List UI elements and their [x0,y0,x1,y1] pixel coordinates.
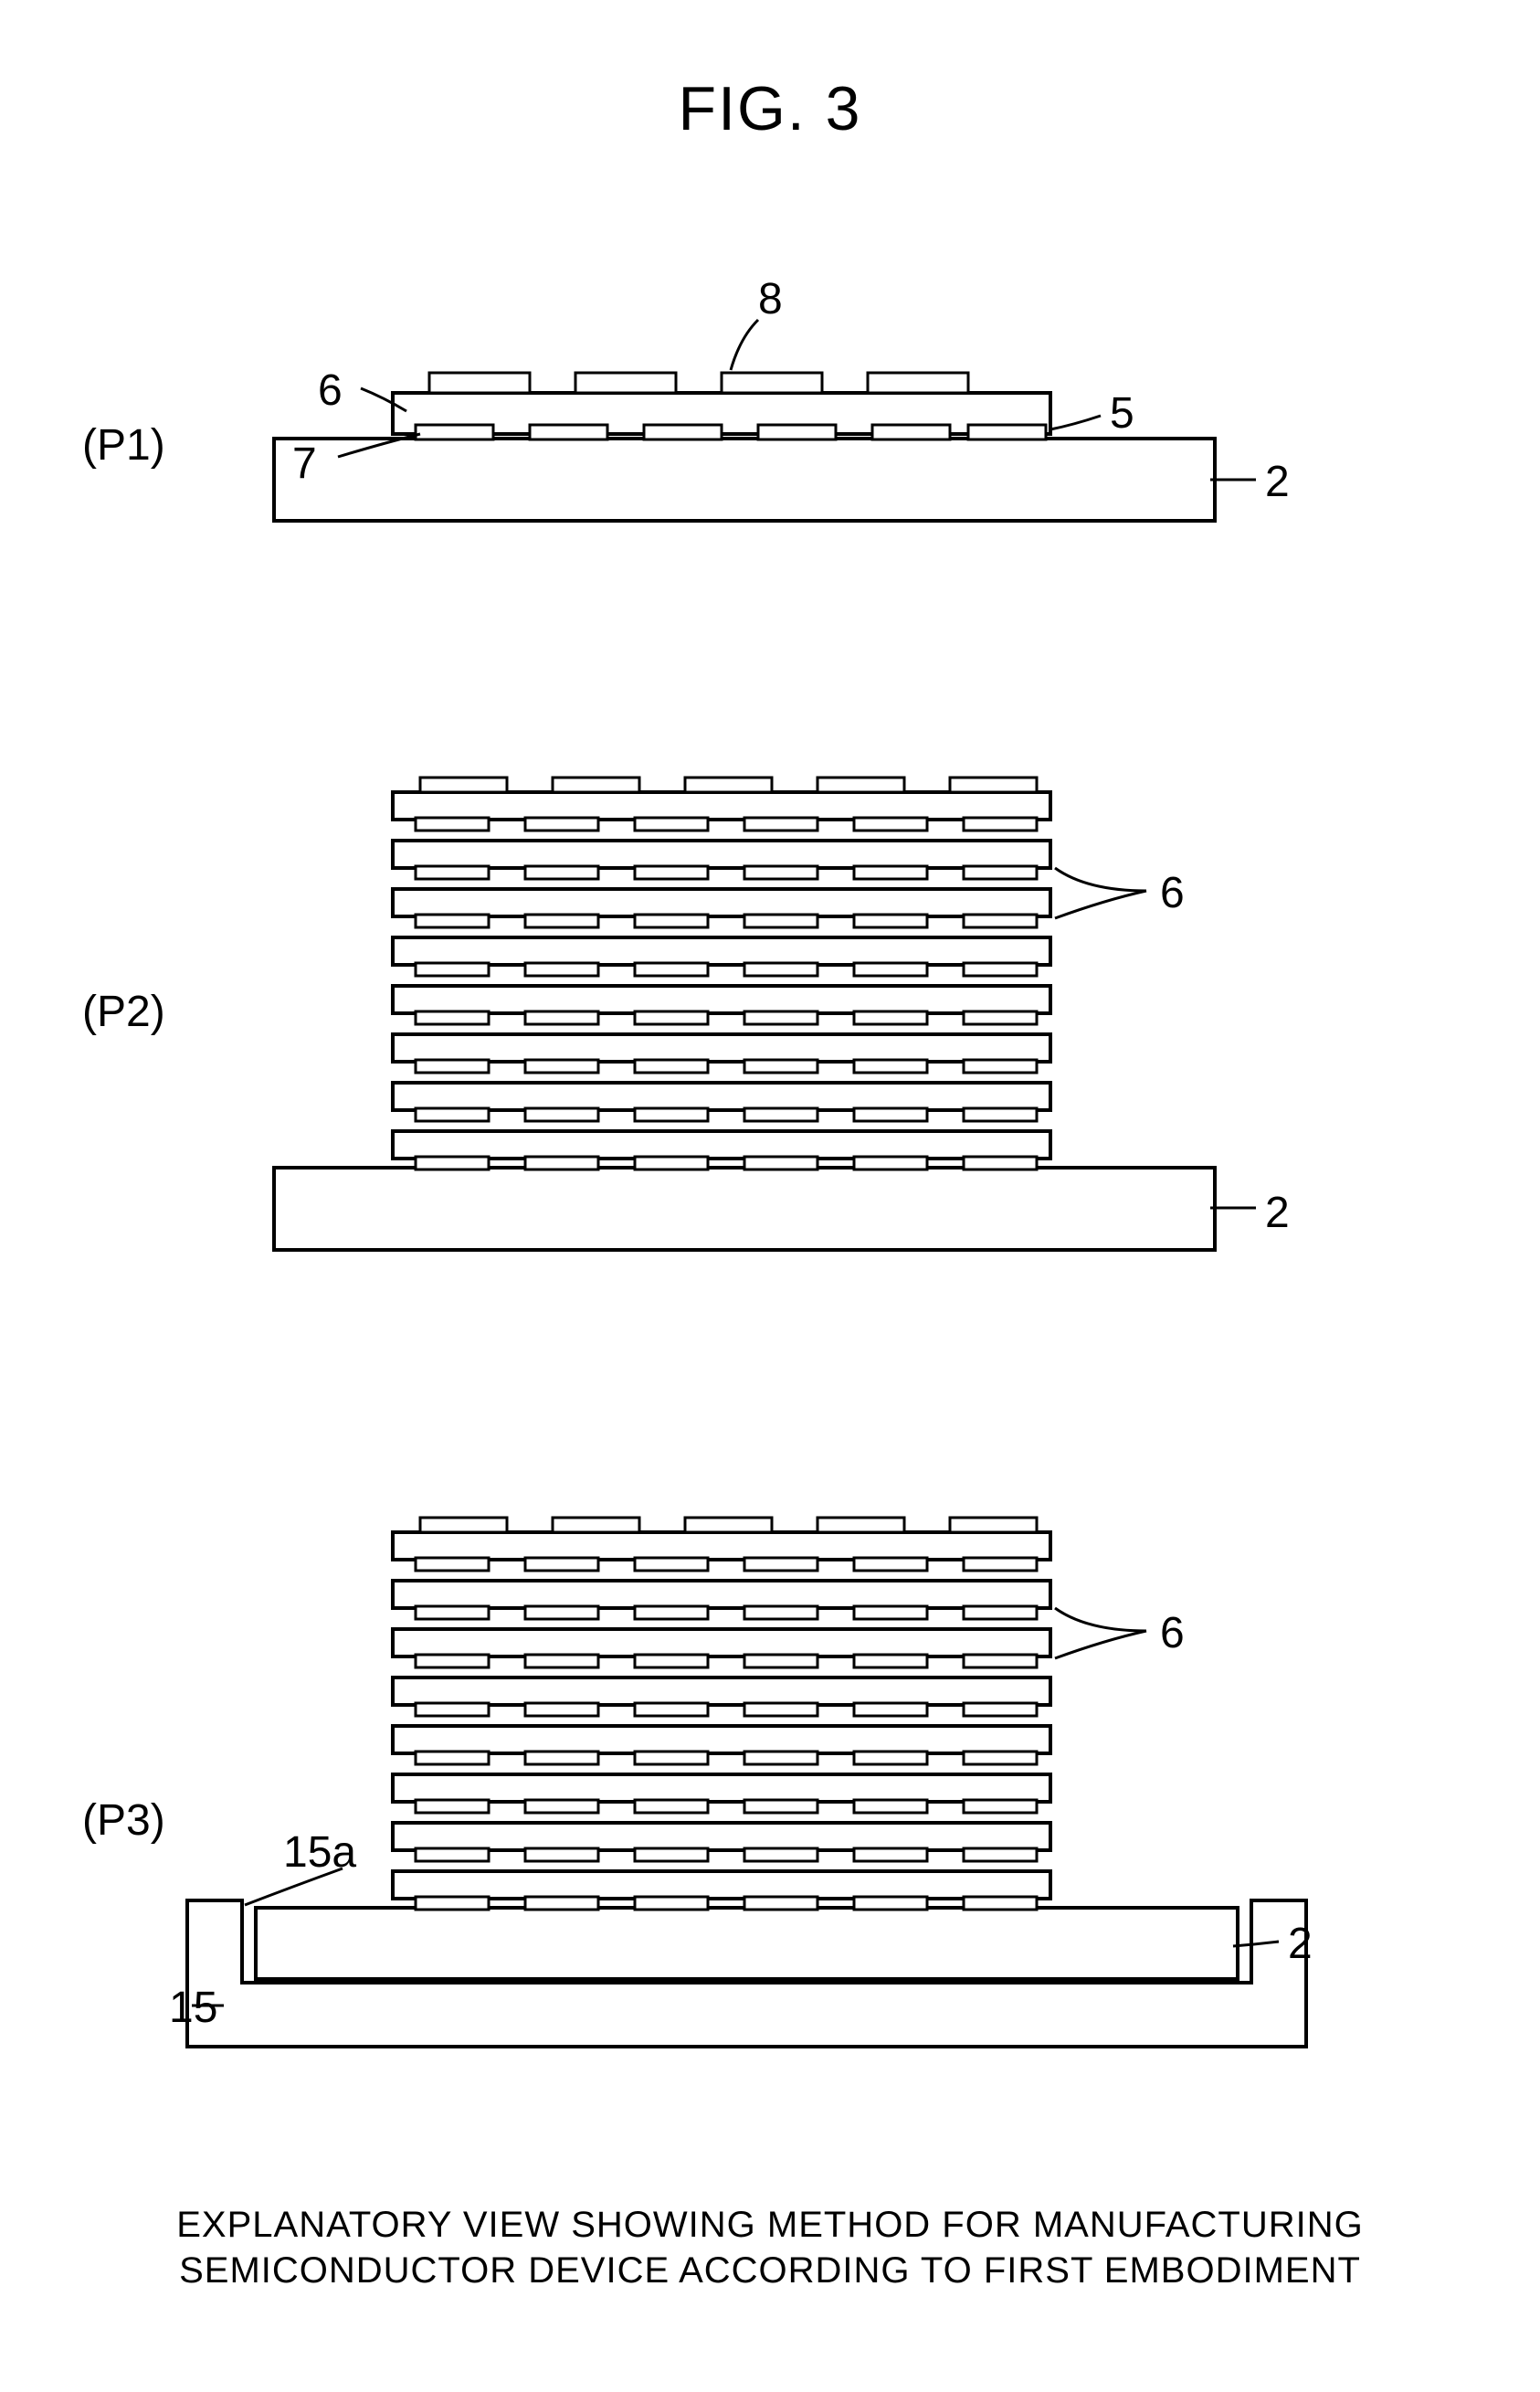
figure-title: FIG. 3 [0,73,1540,144]
ref-2-p3: 2 [1288,1919,1313,1969]
ref-7: 7 [292,439,317,489]
ref-6-p2: 6 [1160,868,1185,918]
ref-15a: 15a [283,1827,356,1878]
ref-2-p2: 2 [1265,1188,1290,1238]
ref-8: 8 [758,274,783,324]
ref-2-p1: 2 [1265,457,1290,507]
figure-caption: EXPLANATORY VIEW SHOWING METHOD FOR MANU… [0,2202,1540,2293]
ref-5: 5 [1110,388,1134,439]
caption-line-1: EXPLANATORY VIEW SHOWING METHOD FOR MANU… [176,2205,1364,2245]
panel-p2-svg [0,731,1540,1297]
caption-line-2: SEMICONDUCTOR DEVICE ACCORDING TO FIRST … [179,2250,1361,2291]
ref-15: 15 [169,1983,217,2033]
panel-p3-svg [0,1471,1540,2129]
ref-6-p3: 6 [1160,1608,1185,1658]
ref-6-p1: 6 [318,365,343,416]
